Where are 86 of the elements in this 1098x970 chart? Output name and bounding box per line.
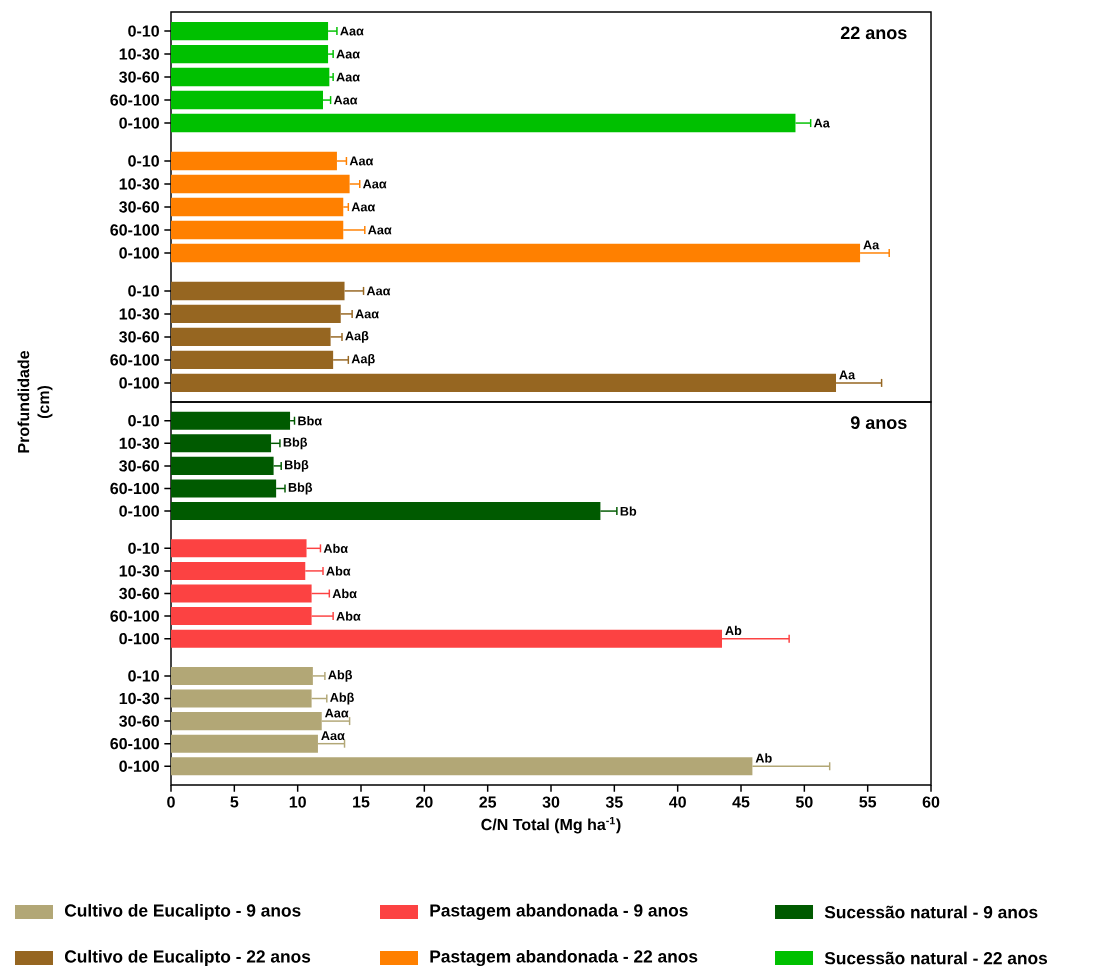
data-label: Aaα bbox=[336, 49, 360, 59]
x-tick-label: 30 bbox=[542, 796, 560, 808]
y-tick-label: 60-100 bbox=[110, 610, 159, 622]
x-tick-label: 5 bbox=[230, 796, 239, 808]
annotation: 9 anos bbox=[850, 416, 907, 430]
y-tick-label: 30-60 bbox=[119, 460, 159, 472]
bar bbox=[171, 67, 330, 87]
data-label: Ab bbox=[725, 625, 742, 636]
x-tick-label: 50 bbox=[795, 796, 813, 808]
x-tick-label: 0 bbox=[167, 796, 175, 808]
data-label: Aaα bbox=[340, 26, 364, 36]
y-tick-label: 30-60 bbox=[119, 71, 159, 83]
y-tick-label: 0-10 bbox=[128, 25, 159, 37]
x-tick-label: 45 bbox=[732, 796, 750, 808]
y-tick-label: 10-30 bbox=[119, 437, 159, 450]
data-label: Aaα bbox=[368, 225, 392, 235]
y-tick-label: 10-30 bbox=[119, 178, 159, 190]
y-tick-label: 60-100 bbox=[110, 94, 159, 106]
y-axis-title: Profundidade (cm) bbox=[17, 350, 53, 453]
y-tick-label: 30-60 bbox=[119, 587, 159, 600]
data-label: Abα bbox=[323, 543, 348, 553]
data-label: Bbβ bbox=[288, 482, 313, 495]
data-label: Bbα bbox=[298, 416, 322, 426]
y-tick-label: 30-60 bbox=[119, 201, 159, 213]
data-label: Aa bbox=[813, 118, 830, 128]
data-label: Abβ bbox=[328, 670, 353, 682]
x-tick-label: 15 bbox=[353, 796, 370, 808]
data-label: Aaα bbox=[321, 731, 345, 741]
x-tick-label: 60 bbox=[922, 796, 940, 808]
y-tick-label: 10-30 bbox=[119, 565, 159, 577]
data-label: Aa bbox=[863, 240, 880, 250]
data-label: Bbβ bbox=[285, 460, 309, 472]
y-tick-label: 0-10 bbox=[128, 542, 159, 554]
data-label: Aaα bbox=[349, 156, 374, 166]
y-tick-label: 0-100 bbox=[119, 505, 159, 517]
data-label: Aa bbox=[839, 370, 856, 380]
legend-label: Cultivo de Eucalipto - 9 anos bbox=[64, 903, 301, 921]
x-tick-label: 10 bbox=[289, 796, 306, 808]
x-tick-label: 25 bbox=[479, 796, 497, 808]
y-tick-label: 60-100 bbox=[110, 482, 159, 495]
data-label: Aaα bbox=[351, 202, 376, 212]
bar bbox=[171, 44, 329, 64]
y-tick-label: 10-30 bbox=[119, 692, 159, 705]
x-tick-label: 20 bbox=[416, 796, 433, 808]
annotation: 22 anos bbox=[840, 26, 907, 40]
y-tick-label: 0-10 bbox=[128, 155, 159, 167]
data-label: Aaα bbox=[355, 309, 379, 319]
y-tick-label: 60-100 bbox=[110, 224, 159, 236]
data-label: Aaα bbox=[336, 72, 360, 82]
y-tick-label: 0-10 bbox=[128, 285, 159, 297]
data-label: Abα bbox=[332, 588, 357, 599]
x-tick-label: 40 bbox=[669, 796, 686, 808]
x-tick-label: 35 bbox=[605, 796, 623, 808]
y-tick-label: 0-100 bbox=[119, 760, 159, 772]
x-tick-label: 55 bbox=[859, 796, 877, 808]
legend-label: Pastagem abandonada - 22 anos bbox=[430, 949, 698, 967]
data-label: Aaα bbox=[366, 286, 391, 296]
legend-label: Sucessão natural - 9 anos bbox=[824, 905, 1038, 919]
y-tick-label: 30-60 bbox=[119, 715, 159, 727]
data-label: Aaβ bbox=[345, 331, 369, 343]
data-label: Aaα bbox=[324, 708, 349, 718]
y-tick-label: 10-30 bbox=[119, 48, 159, 60]
y-tick-label: 0-100 bbox=[119, 377, 159, 389]
data-label: Aaα bbox=[333, 95, 358, 105]
data-label: Abβ bbox=[330, 692, 354, 705]
legend-label: Pastagem abandonada - 9 anos bbox=[430, 903, 688, 921]
data-label: Abα bbox=[326, 566, 351, 576]
y-tick-label: 0-10 bbox=[128, 415, 159, 427]
data-label: Aaβ bbox=[351, 354, 375, 366]
legend-label: Cultivo de Eucalipto - 22 anos bbox=[64, 949, 311, 967]
y-tick-label: 0-100 bbox=[119, 117, 159, 129]
bar bbox=[171, 197, 344, 217]
y-tick-label: 60-100 bbox=[110, 354, 159, 366]
legend-label: Sucessão natural - 22 anos bbox=[824, 951, 1048, 965]
y-tick-label: 0-10 bbox=[128, 670, 159, 682]
y-tick-label: 60-100 bbox=[110, 738, 159, 750]
data-label: Ab bbox=[755, 753, 772, 763]
data-label: Abα bbox=[336, 611, 361, 621]
y-tick-label: 10-30 bbox=[119, 308, 159, 320]
data-label: Aaα bbox=[362, 179, 387, 189]
data-label: Bbβ bbox=[283, 437, 308, 450]
y-tick-label: 0-100 bbox=[119, 247, 159, 259]
y-tick-label: 0-100 bbox=[119, 633, 159, 645]
x-axis-title: C/N Total (Mg ha$^{-1}$) bbox=[481, 816, 621, 834]
data-label: Bb bbox=[620, 506, 637, 516]
y-tick-label: 30-60 bbox=[119, 331, 159, 343]
